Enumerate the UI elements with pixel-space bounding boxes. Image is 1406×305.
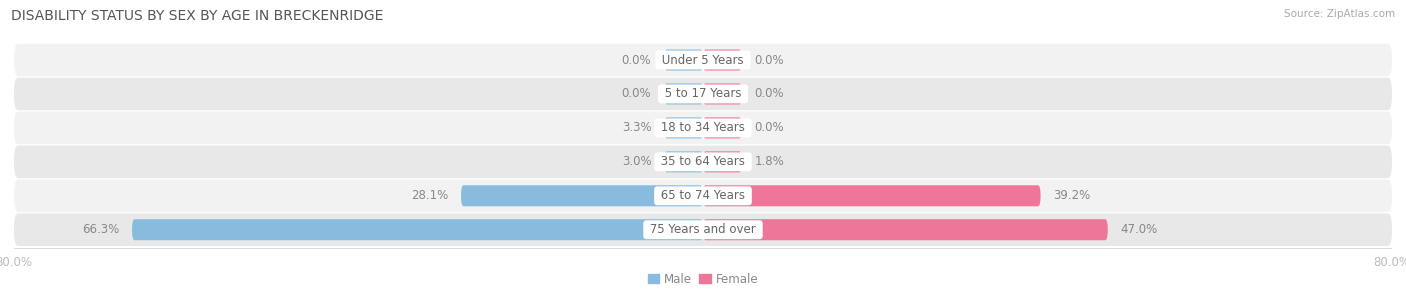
FancyBboxPatch shape xyxy=(664,49,703,70)
Text: 5 to 17 Years: 5 to 17 Years xyxy=(661,88,745,100)
FancyBboxPatch shape xyxy=(14,214,1392,246)
FancyBboxPatch shape xyxy=(14,145,1392,178)
Text: 28.1%: 28.1% xyxy=(411,189,449,202)
Text: 47.0%: 47.0% xyxy=(1121,223,1159,236)
Text: 39.2%: 39.2% xyxy=(1053,189,1091,202)
FancyBboxPatch shape xyxy=(14,180,1392,212)
FancyBboxPatch shape xyxy=(703,151,742,172)
Text: 3.0%: 3.0% xyxy=(621,155,651,168)
Text: 0.0%: 0.0% xyxy=(755,53,785,66)
Text: 0.0%: 0.0% xyxy=(755,121,785,135)
Text: 65 to 74 Years: 65 to 74 Years xyxy=(657,189,749,202)
Text: 0.0%: 0.0% xyxy=(755,88,785,100)
FancyBboxPatch shape xyxy=(14,44,1392,76)
FancyBboxPatch shape xyxy=(14,78,1392,110)
Text: 18 to 34 Years: 18 to 34 Years xyxy=(657,121,749,135)
Legend: Male, Female: Male, Female xyxy=(643,268,763,290)
Text: Under 5 Years: Under 5 Years xyxy=(658,53,748,66)
FancyBboxPatch shape xyxy=(664,84,703,105)
Text: 0.0%: 0.0% xyxy=(621,88,651,100)
Text: Source: ZipAtlas.com: Source: ZipAtlas.com xyxy=(1284,9,1395,19)
FancyBboxPatch shape xyxy=(132,219,703,240)
FancyBboxPatch shape xyxy=(664,151,703,172)
FancyBboxPatch shape xyxy=(14,112,1392,144)
FancyBboxPatch shape xyxy=(703,117,742,138)
Text: 1.8%: 1.8% xyxy=(755,155,785,168)
Text: 75 Years and over: 75 Years and over xyxy=(647,223,759,236)
FancyBboxPatch shape xyxy=(703,49,742,70)
Text: 66.3%: 66.3% xyxy=(82,223,120,236)
FancyBboxPatch shape xyxy=(461,185,703,206)
FancyBboxPatch shape xyxy=(703,219,1108,240)
Text: 35 to 64 Years: 35 to 64 Years xyxy=(657,155,749,168)
FancyBboxPatch shape xyxy=(703,84,742,105)
Text: 0.0%: 0.0% xyxy=(621,53,651,66)
Text: 3.3%: 3.3% xyxy=(621,121,651,135)
FancyBboxPatch shape xyxy=(703,185,1040,206)
FancyBboxPatch shape xyxy=(664,117,703,138)
Text: DISABILITY STATUS BY SEX BY AGE IN BRECKENRIDGE: DISABILITY STATUS BY SEX BY AGE IN BRECK… xyxy=(11,9,384,23)
